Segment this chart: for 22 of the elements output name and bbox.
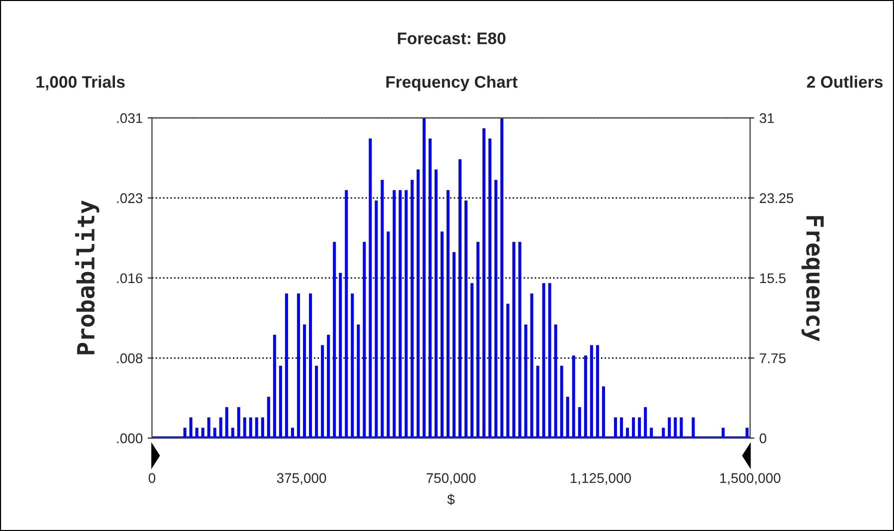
y-tick-label: .008 xyxy=(117,353,142,364)
y2-tick-label: 15.5 xyxy=(760,273,786,284)
chart-subtitle: Frequency Chart xyxy=(386,76,518,92)
y-tick-label: .000 xyxy=(117,433,142,444)
chart-title: Forecast: E80 xyxy=(398,32,506,44)
y2-tick-label: 0 xyxy=(760,433,766,444)
y-tick-label: .016 xyxy=(117,273,142,284)
x-tick-label: 0 xyxy=(148,473,156,483)
x-tick-label: 1,500,000 xyxy=(720,473,780,485)
y-axis-title: Probability xyxy=(75,200,100,354)
text: 2 Outliers xyxy=(806,76,883,88)
y2-axis-title: Frequency xyxy=(802,216,824,342)
y-tick-label: .023 xyxy=(117,193,142,204)
x-tick-label: 750,000 xyxy=(426,473,476,485)
y-tick-label: .031 xyxy=(117,113,142,124)
y2-tick-label: 23.25 xyxy=(760,193,794,204)
x-axis-title: $ xyxy=(447,494,455,506)
y2-tick-label: 31 xyxy=(760,113,774,124)
y2-tick-label: 7.75 xyxy=(760,354,786,364)
text: 1,000 Trials xyxy=(36,76,125,90)
x-tick-label: 375,000 xyxy=(276,473,326,485)
x-tick-label: 1,125,000 xyxy=(570,473,631,485)
